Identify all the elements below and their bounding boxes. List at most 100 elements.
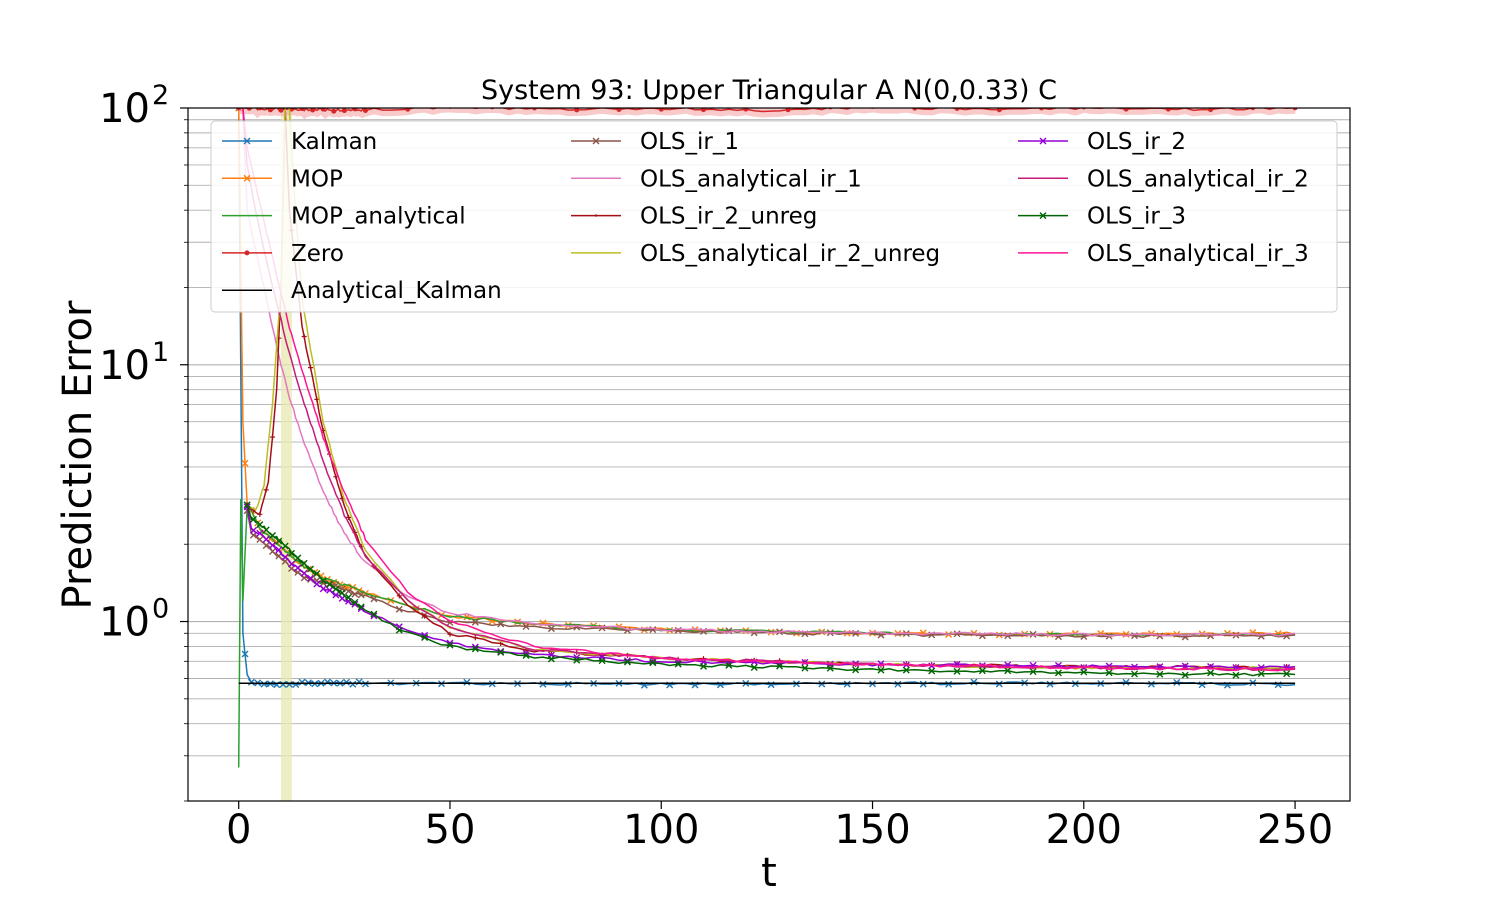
series-marker	[362, 108, 368, 113]
series-marker	[310, 108, 316, 113]
series-marker	[1131, 670, 1138, 678]
highlight-band	[280, 108, 292, 801]
series-marker	[257, 108, 263, 111]
legend-item: MOP	[222, 166, 343, 192]
x-tick-label: 150	[834, 807, 910, 853]
legend-item: Analytical_Kalman	[222, 278, 502, 304]
series-marker	[701, 108, 707, 113]
series-marker	[396, 593, 402, 599]
series-marker	[301, 333, 307, 339]
legend-label: OLS_analytical_ir_2_unreg	[640, 241, 940, 267]
series-marker	[1080, 668, 1088, 676]
series-marker	[262, 535, 270, 543]
series-marker	[1122, 678, 1130, 686]
x-tick-label: 250	[1257, 807, 1333, 853]
series-marker	[331, 108, 337, 114]
legend-item: OLS_ir_2_unreg	[571, 204, 817, 230]
series-marker	[395, 605, 403, 613]
series-marker	[260, 680, 268, 688]
series-marker	[818, 680, 826, 688]
series-marker	[250, 515, 257, 523]
legend-item: Kalman	[222, 129, 377, 155]
series-marker	[1029, 630, 1037, 638]
y-tick-exponent: 2	[152, 80, 169, 111]
series-marker	[750, 629, 758, 637]
series-marker	[1004, 667, 1012, 675]
legend-label: OLS_analytical_ir_3	[1087, 241, 1309, 267]
series-marker	[357, 591, 365, 599]
series-marker	[345, 587, 353, 595]
series-marker	[472, 635, 478, 641]
x-tick-label: 100	[623, 807, 699, 853]
series-marker	[289, 108, 295, 112]
series-marker	[919, 680, 927, 688]
highlight-band-rect	[280, 108, 292, 801]
legend-label: OLS_ir_2_unreg	[640, 204, 817, 230]
series-marker	[308, 365, 314, 371]
series-marker	[270, 434, 276, 440]
series-line	[242, 108, 1296, 672]
series-marker	[573, 656, 581, 664]
series-marker	[256, 521, 264, 529]
legend-label: Zero	[291, 241, 344, 267]
plot-frame	[187, 107, 1351, 802]
series-marker	[725, 661, 733, 669]
series-marker	[826, 664, 834, 672]
series-marker	[801, 664, 809, 672]
series-marker	[995, 680, 1003, 688]
series-marker	[1147, 680, 1155, 688]
series-marker	[351, 598, 359, 606]
series-marker	[281, 542, 289, 550]
legend-label: OLS_analytical_ir_2	[1087, 166, 1309, 192]
series-marker	[370, 610, 378, 618]
series-marker	[288, 560, 296, 568]
series-marker	[267, 108, 273, 113]
series-marker	[288, 549, 296, 557]
series-marker	[928, 667, 936, 675]
series-marker	[1207, 669, 1215, 677]
series-marker	[300, 569, 308, 577]
series-marker	[298, 678, 306, 686]
series-marker	[1165, 108, 1171, 112]
series-marker	[313, 580, 321, 588]
series-marker	[852, 666, 860, 674]
series-marker	[522, 651, 530, 659]
legend-label: OLS_ir_3	[1087, 204, 1186, 230]
series-marker	[531, 108, 537, 111]
series-marker	[323, 678, 331, 686]
legend-label: MOP_analytical	[291, 204, 466, 230]
series-marker	[263, 487, 269, 493]
series-marker	[928, 662, 936, 670]
series-marker	[970, 678, 978, 686]
series-marker	[743, 108, 749, 112]
series-marker	[598, 657, 606, 665]
series-marker	[1232, 671, 1240, 679]
series-marker	[275, 537, 283, 545]
series-marker	[395, 626, 403, 634]
series-marker	[674, 660, 682, 668]
x-axis-label: t	[761, 850, 777, 896]
series-marker	[945, 680, 953, 688]
series-marker	[902, 666, 910, 674]
series-marker	[422, 613, 428, 619]
chart-title: System 93: Upper Triangular A N(0,0.33) …	[481, 75, 1057, 106]
legend-item: OLS_ir_3	[1018, 204, 1186, 230]
series-marker	[547, 625, 555, 633]
series-marker	[447, 631, 453, 637]
series-OLS_analytical_ir_3	[242, 108, 1296, 672]
legend: Kalman MOP MOP_analytical Zero Analytical_Ka…	[210, 120, 1338, 313]
legend-label: Kalman	[291, 129, 377, 155]
series-marker	[341, 108, 347, 114]
series-marker	[700, 662, 707, 670]
series-marker	[352, 108, 358, 112]
series-marker	[320, 108, 326, 112]
series-marker	[750, 664, 758, 672]
series-marker	[877, 666, 885, 674]
series-marker	[954, 108, 960, 111]
series-marker	[241, 650, 249, 658]
series-marker	[616, 108, 622, 113]
series-marker	[1039, 108, 1045, 111]
series-marker	[564, 680, 572, 688]
series-marker	[346, 514, 352, 520]
